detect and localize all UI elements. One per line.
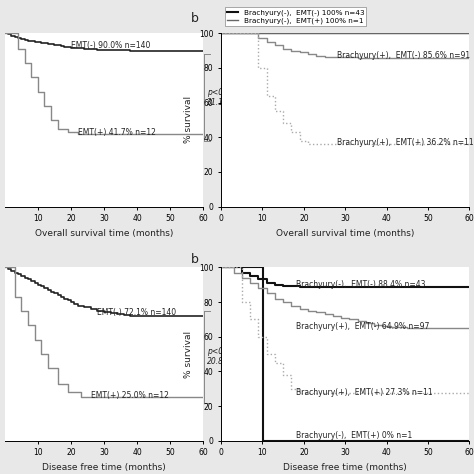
Text: Brachyury(-),  EMT(+) 0% n=1: Brachyury(-), EMT(+) 0% n=1 bbox=[296, 431, 412, 440]
Y-axis label: % survival: % survival bbox=[184, 330, 193, 378]
Text: Brachyury(+),  EMT(-) 64.9% n=97: Brachyury(+), EMT(-) 64.9% n=97 bbox=[296, 322, 429, 331]
Legend: Brachyury(-),  EMT(-) 100% n=43, Brachyury(-),  EMT(+) 100% n=1: Brachyury(-), EMT(-) 100% n=43, Brachyur… bbox=[225, 7, 366, 26]
Text: EMT(+) 25.0% n=12: EMT(+) 25.0% n=12 bbox=[91, 391, 169, 400]
Text: p<0.001
20.879*: p<0.001 20.879* bbox=[207, 347, 240, 366]
Text: b: b bbox=[191, 254, 199, 266]
X-axis label: Disease free time (months): Disease free time (months) bbox=[283, 463, 407, 472]
Text: Brachyury(+),  EMT(-) 85.6% n=91: Brachyury(+), EMT(-) 85.6% n=91 bbox=[337, 51, 470, 60]
Text: EMT(-) 72.1% n=140: EMT(-) 72.1% n=140 bbox=[97, 308, 176, 317]
X-axis label: Overall survival time (months): Overall survival time (months) bbox=[276, 229, 414, 238]
Text: Brachyury(+),  EMT(+) 27.3% n=11: Brachyury(+), EMT(+) 27.3% n=11 bbox=[296, 388, 432, 397]
Text: b: b bbox=[191, 12, 199, 26]
Text: Brachyury(-),  EMT(-) 88.4% n=43: Brachyury(-), EMT(-) 88.4% n=43 bbox=[296, 280, 425, 289]
Y-axis label: % survival: % survival bbox=[184, 96, 193, 144]
Text: p<0.001
31.196*: p<0.001 31.196* bbox=[207, 88, 240, 107]
Text: EMT(+) 41.7% n=12: EMT(+) 41.7% n=12 bbox=[78, 128, 155, 137]
X-axis label: Disease free time (months): Disease free time (months) bbox=[42, 463, 166, 472]
Text: Brachyury(+),  EMT(+) 36.2% n=11: Brachyury(+), EMT(+) 36.2% n=11 bbox=[337, 138, 474, 147]
Text: EMT(-) 90.0% n=140: EMT(-) 90.0% n=140 bbox=[71, 41, 150, 50]
X-axis label: Overall survival time (months): Overall survival time (months) bbox=[35, 229, 173, 238]
